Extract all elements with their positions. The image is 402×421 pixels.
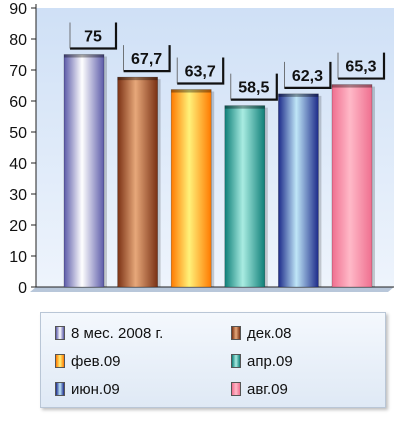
- legend-swatch: [55, 354, 65, 368]
- bar: [117, 76, 158, 288]
- legend-item-dec08: дек.08: [231, 323, 292, 343]
- legend-swatch: [231, 354, 241, 368]
- plot-floor: [30, 287, 394, 292]
- bar: [63, 54, 105, 288]
- y-tick-label: 40: [9, 156, 27, 173]
- legend-item-8mes-2008: 8 мес. 2008 г.: [55, 323, 163, 343]
- legend: 8 мес. 2008 г. дек.08 фев.09 апр.09 июн.…: [40, 312, 386, 408]
- legend-swatch: [231, 326, 241, 340]
- bar-top-edge: [64, 54, 104, 58]
- data-label: 75: [84, 29, 102, 46]
- legend-swatch: [55, 382, 65, 396]
- bar: [224, 105, 266, 288]
- data-label-bracket: [230, 73, 278, 101]
- bar-top-edge: [117, 77, 158, 81]
- data-label: 62,3: [292, 68, 323, 85]
- data-label: 63,7: [185, 64, 216, 81]
- y-tick-label: 90: [9, 1, 27, 18]
- y-tick-label: 20: [9, 218, 27, 235]
- bar: [170, 89, 212, 288]
- data-label-bracket: [338, 52, 386, 80]
- data-label-bracket: [123, 45, 171, 73]
- legend-label: апр.09: [247, 352, 293, 370]
- legend-label: июн.09: [71, 380, 120, 398]
- bar-top-edge: [224, 105, 265, 109]
- data-label: 67,7: [131, 51, 162, 68]
- legend-item-aug09: авг.09: [231, 379, 288, 399]
- data-label-bracket: [284, 61, 332, 89]
- legend-item-feb09: фев.09: [55, 351, 121, 371]
- y-tick-label: 30: [9, 187, 27, 204]
- legend-label: 8 мес. 2008 г.: [71, 324, 164, 342]
- data-label: 65,3: [345, 59, 376, 76]
- data-label-bracket: [177, 57, 225, 85]
- bar-top-edge: [332, 84, 372, 88]
- legend-swatch: [231, 382, 241, 396]
- y-tick-label: 50: [9, 125, 27, 142]
- y-tick-label: 0: [18, 280, 27, 297]
- y-tick-label: 10: [9, 249, 27, 266]
- y-tick-label: 80: [9, 32, 27, 49]
- bar: [278, 93, 319, 288]
- bar-top-edge: [171, 89, 212, 93]
- legend-label: дек.08: [247, 324, 292, 342]
- legend-label: фев.09: [71, 352, 121, 370]
- legend-item-apr09: апр.09: [231, 351, 293, 371]
- data-label: 58,5: [238, 80, 269, 97]
- y-tick-label: 70: [9, 63, 27, 80]
- data-label-bracket: [70, 22, 118, 50]
- legend-item-jun09: июн.09: [55, 379, 120, 399]
- bar-top-edge: [278, 93, 319, 97]
- legend-swatch: [55, 326, 65, 340]
- y-tick-label: 60: [9, 94, 27, 111]
- legend-label: авг.09: [247, 380, 288, 398]
- bar: [331, 84, 373, 288]
